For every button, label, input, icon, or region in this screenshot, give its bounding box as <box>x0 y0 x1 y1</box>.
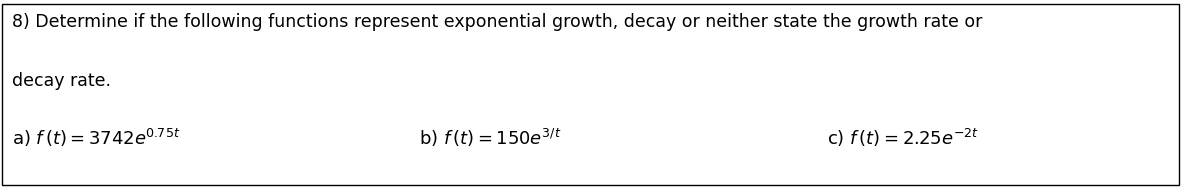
Text: c) $f\,(t) = 2.25e^{-2t}$: c) $f\,(t) = 2.25e^{-2t}$ <box>827 127 979 149</box>
Text: decay rate.: decay rate. <box>12 72 111 90</box>
Text: a) $f\,(t) = 3742e^{0.75t}$: a) $f\,(t) = 3742e^{0.75t}$ <box>12 127 181 149</box>
Text: 8) Determine if the following functions represent exponential growth, decay or n: 8) Determine if the following functions … <box>12 13 983 31</box>
Text: b) $f\,(t) = 150e^{3/t}$: b) $f\,(t) = 150e^{3/t}$ <box>419 127 562 149</box>
